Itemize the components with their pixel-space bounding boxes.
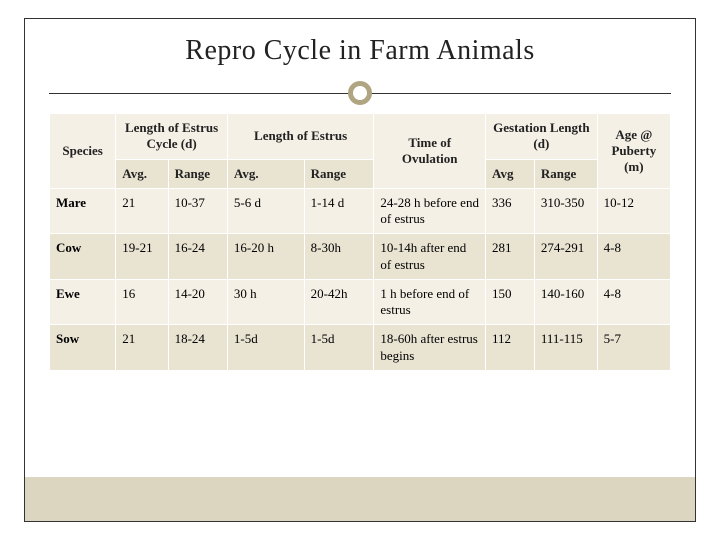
bottom-bar <box>25 477 695 521</box>
cell-estrus-range: 1-14 d <box>304 188 374 234</box>
cell-cycle-avg: 21 <box>116 188 168 234</box>
subcol-range1: Range <box>168 159 227 188</box>
cell-estrus-avg: 16-20 h <box>227 234 304 280</box>
cell-gest-avg: 112 <box>486 325 535 371</box>
cell-ovulation: 24-28 h before end of estrus <box>374 188 486 234</box>
cell-gest-avg: 150 <box>486 279 535 325</box>
table-container: Species Length of Estrus Cycle (d) Lengt… <box>49 113 671 371</box>
subcol-avg3: Avg <box>486 159 535 188</box>
subcol-avg1: Avg. <box>116 159 168 188</box>
cell-gest-range: 310-350 <box>534 188 597 234</box>
cell-species: Ewe <box>50 279 116 325</box>
cell-puberty: 4-8 <box>597 234 670 280</box>
header-row-2: Avg. Range Avg. Range Avg Range <box>50 159 671 188</box>
cell-species: Cow <box>50 234 116 280</box>
table-body: Mare 21 10-37 5-6 d 1-14 d 24-28 h befor… <box>50 188 671 370</box>
cell-gest-range: 274-291 <box>534 234 597 280</box>
cell-cycle-range: 16-24 <box>168 234 227 280</box>
cell-gest-avg: 336 <box>486 188 535 234</box>
cell-ovulation: 18-60h after estrus begins <box>374 325 486 371</box>
page-title: Repro Cycle in Farm Animals <box>25 19 695 79</box>
table-row: Ewe 16 14-20 30 h 20-42h 1 h before end … <box>50 279 671 325</box>
col-gestation: Gestation Length (d) <box>486 114 598 160</box>
cell-gest-avg: 281 <box>486 234 535 280</box>
cell-gest-range: 140-160 <box>534 279 597 325</box>
cell-puberty: 10-12 <box>597 188 670 234</box>
cell-estrus-range: 1-5d <box>304 325 374 371</box>
cell-cycle-range: 10-37 <box>168 188 227 234</box>
cell-ovulation: 10-14h after end of estrus <box>374 234 486 280</box>
cell-cycle-range: 18-24 <box>168 325 227 371</box>
slide-frame: Repro Cycle in Farm Animals Species Leng… <box>24 18 696 522</box>
subcol-avg2: Avg. <box>227 159 304 188</box>
cell-puberty: 4-8 <box>597 279 670 325</box>
cell-species: Sow <box>50 325 116 371</box>
col-estrus: Length of Estrus <box>227 114 374 160</box>
divider-circle-icon <box>348 81 372 105</box>
cell-puberty: 5-7 <box>597 325 670 371</box>
title-divider <box>49 79 671 107</box>
cell-estrus-range: 20-42h <box>304 279 374 325</box>
cell-estrus-avg: 1-5d <box>227 325 304 371</box>
col-estrus-cycle: Length of Estrus Cycle (d) <box>116 114 228 160</box>
table-row: Cow 19-21 16-24 16-20 h 8-30h 10-14h aft… <box>50 234 671 280</box>
cell-estrus-avg: 30 h <box>227 279 304 325</box>
subcol-range2: Range <box>304 159 374 188</box>
cell-cycle-range: 14-20 <box>168 279 227 325</box>
cell-species: Mare <box>50 188 116 234</box>
cell-cycle-avg: 21 <box>116 325 168 371</box>
col-puberty: Age @ Puberty (m) <box>597 114 670 189</box>
cell-cycle-avg: 16 <box>116 279 168 325</box>
cell-estrus-range: 8-30h <box>304 234 374 280</box>
cell-cycle-avg: 19-21 <box>116 234 168 280</box>
cell-gest-range: 111-115 <box>534 325 597 371</box>
col-species: Species <box>50 114 116 189</box>
cell-estrus-avg: 5-6 d <box>227 188 304 234</box>
table-row: Sow 21 18-24 1-5d 1-5d 18-60h after estr… <box>50 325 671 371</box>
subcol-range3: Range <box>534 159 597 188</box>
header-row-1: Species Length of Estrus Cycle (d) Lengt… <box>50 114 671 160</box>
col-ovulation: Time of Ovulation <box>374 114 486 189</box>
table-row: Mare 21 10-37 5-6 d 1-14 d 24-28 h befor… <box>50 188 671 234</box>
repro-cycle-table: Species Length of Estrus Cycle (d) Lengt… <box>49 113 671 371</box>
cell-ovulation: 1 h before end of estrus <box>374 279 486 325</box>
